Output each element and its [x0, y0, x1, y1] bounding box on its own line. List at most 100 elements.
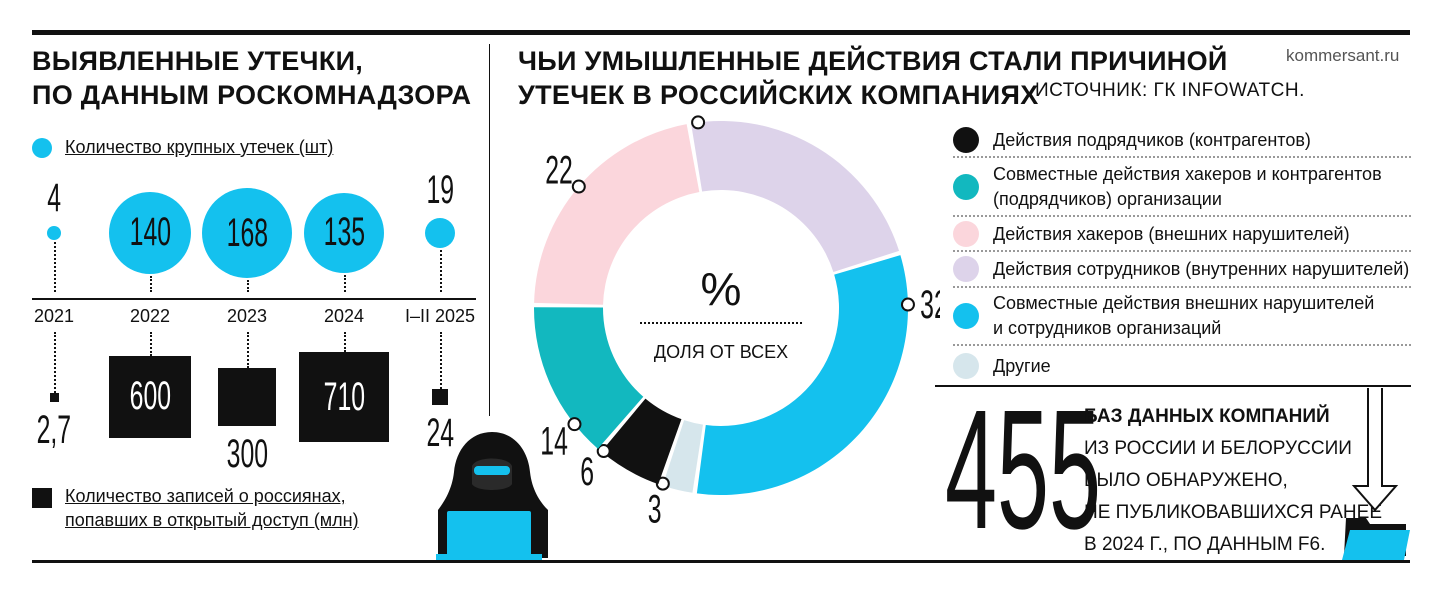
leaks-chart: 4 2021 2,7 140 2022 600 168 2023 300 135 2024 710 19… [0, 0, 490, 560]
right-title-line1: ЧЬИ УМЫШЛЕННЫЕ ДЕЙСТВИЯ СТАЛИ ПРИЧИНОЙ [518, 46, 1228, 76]
legend-swatch [953, 127, 979, 153]
leak-count-value: 168 [226, 210, 268, 255]
legend-swatch [953, 174, 979, 200]
records-square [431, 388, 449, 406]
site-label: kommersant.ru [1286, 46, 1400, 65]
bottom-rule [32, 560, 1410, 563]
legend-swatch [953, 303, 979, 329]
connector-top [440, 250, 442, 292]
donut-slice [696, 255, 908, 495]
download-folder-icon [1342, 388, 1410, 560]
right-title-line2: УТЕЧЕК В РОССИЙСКИХ КОМПАНИЯХ [518, 80, 1039, 110]
callout-line3: БЫЛО ОБНАРУЖЕНО, [1084, 470, 1288, 491]
left-title-line1: ВЫЯВЛЕННЫЕ УТЕЧКИ, [32, 46, 364, 76]
legend-item: Действия сотрудников (внутренних нарушит… [953, 252, 1411, 288]
slice-marker [571, 179, 586, 194]
connector-top [54, 241, 56, 292]
connector-bottom [247, 332, 249, 368]
callout-line5: В 2024 Г., ПО ДАННЫМ F6. [1084, 534, 1326, 555]
year-label: 2023 [226, 306, 268, 326]
donut-slice [691, 121, 900, 272]
records-square: 710 [299, 352, 389, 442]
donut-slice [534, 307, 644, 449]
donut-center-divider [640, 322, 802, 324]
donut-center-label: ДОЛЯ ОТ ВСЕХ [653, 342, 789, 362]
year-label: 2021 [33, 306, 75, 326]
donut-chart: 32 3 6 14 22 23 [534, 112, 940, 532]
legend-squares-line2: попавших в открытый доступ (млн) [65, 510, 359, 530]
leak-count-value: 135 [323, 210, 365, 255]
records-square: 600 [108, 355, 192, 439]
legend-squares-line1: Количество записей о россиянах, [65, 486, 346, 506]
records-value: 24 [426, 411, 454, 456]
slice-value: 3 [648, 487, 662, 531]
callout-line4: НЕ ПУБЛИКОВАВШИХСЯ РАНЕЕ [1084, 502, 1382, 523]
year-label: 2022 [129, 306, 171, 326]
leak-count-circle: 140 [108, 191, 192, 275]
leak-count-circle: 168 [202, 188, 292, 278]
callout-line1: БАЗ ДАННЫХ КОМПАНИЙ [1084, 406, 1330, 427]
records-value: 710 [323, 374, 365, 419]
leak-count-circle [424, 217, 456, 249]
leak-count-value: 19 [426, 167, 454, 212]
records-value: 2,7 [36, 407, 72, 452]
leak-count-circle: 135 [303, 192, 385, 274]
legend-bottom-rule [935, 385, 1411, 387]
slice-value: 14 [540, 419, 568, 463]
legend-swatch [953, 353, 979, 379]
legend-label: Другие [993, 355, 1051, 376]
legend-item: Совместные действия хакеров и контрагент… [953, 159, 1411, 217]
donut-slice [662, 420, 703, 493]
connector-top [344, 275, 346, 292]
column-divider [489, 44, 490, 416]
slice-marker [900, 297, 915, 312]
connector-bottom [150, 332, 152, 356]
slice-marker [691, 115, 706, 130]
timeline-axis [32, 298, 476, 300]
legend-label: Совместные действия внешних нарушителей и… [993, 293, 1375, 338]
legend-item: Совместные действия внешних нарушителей и… [953, 288, 1411, 346]
connector-bottom [344, 332, 346, 352]
legend-label: Действия подрядчиков (контрагентов) [993, 129, 1311, 150]
donut-center-symbol: % [700, 263, 742, 315]
leak-count-value: 140 [129, 210, 171, 255]
records-value: 600 [129, 374, 171, 419]
legend-circle-swatch [32, 138, 52, 158]
slice-marker [596, 444, 611, 459]
records-square [49, 392, 59, 402]
source-note: ИСТОЧНИК: ГК INFOWATCH. [1035, 80, 1305, 101]
legend-circles-label: Количество крупных утечек (шт) [65, 137, 334, 157]
legend-square-swatch [32, 488, 52, 508]
slice-marker [567, 417, 582, 432]
connector-top [150, 276, 152, 292]
right-title: ЧЬИ УМЫШЛЕННЫЕ ДЕЙСТВИЯ СТАЛИ ПРИЧИНОЙ У… [518, 44, 1228, 112]
slice-value: 32 [920, 283, 940, 327]
year-label: 2024 [323, 306, 365, 326]
connector-bottom [440, 332, 442, 389]
legend-label: Совместные действия хакеров и контрагент… [993, 164, 1382, 209]
legend-item: Другие [953, 350, 1411, 382]
year-label: I–II 2025 [404, 306, 476, 326]
leak-count-circle [47, 226, 61, 240]
legend-item: Действия хакеров (внешних нарушителей) [953, 218, 1411, 252]
donut-slice [601, 398, 682, 485]
legend-squares-label: Количество записей о россиянах, попавших… [65, 484, 359, 532]
legend-swatch [953, 221, 979, 247]
left-title-line2: ПО ДАННЫМ РОСКОМНАДЗОРА [32, 80, 472, 110]
slice-value: 22 [545, 149, 573, 193]
callout-text: БАЗ ДАННЫХ КОМПАНИЙ ИЗ РОССИИ И БЕЛОРУСС… [1084, 401, 1382, 561]
leak-count-value: 4 [47, 176, 61, 221]
callout-number-text: 455 [945, 375, 1102, 565]
connector-bottom [54, 332, 56, 393]
left-title: ВЫЯВЛЕННЫЕ УТЕЧКИ, ПО ДАННЫМ РОСКОМНАДЗО… [32, 44, 471, 112]
legend-swatch [953, 256, 979, 282]
donut-slice [534, 124, 700, 305]
legend-item: Действия подрядчиков (контрагентов) [953, 124, 1411, 158]
hacker-illustration [436, 432, 548, 560]
callout-number: 455 [945, 375, 1229, 565]
records-value: 300 [226, 432, 268, 477]
top-rule [32, 30, 1410, 35]
connector-top [247, 280, 249, 292]
slice-value: 23 [681, 112, 709, 120]
records-square [217, 367, 277, 427]
